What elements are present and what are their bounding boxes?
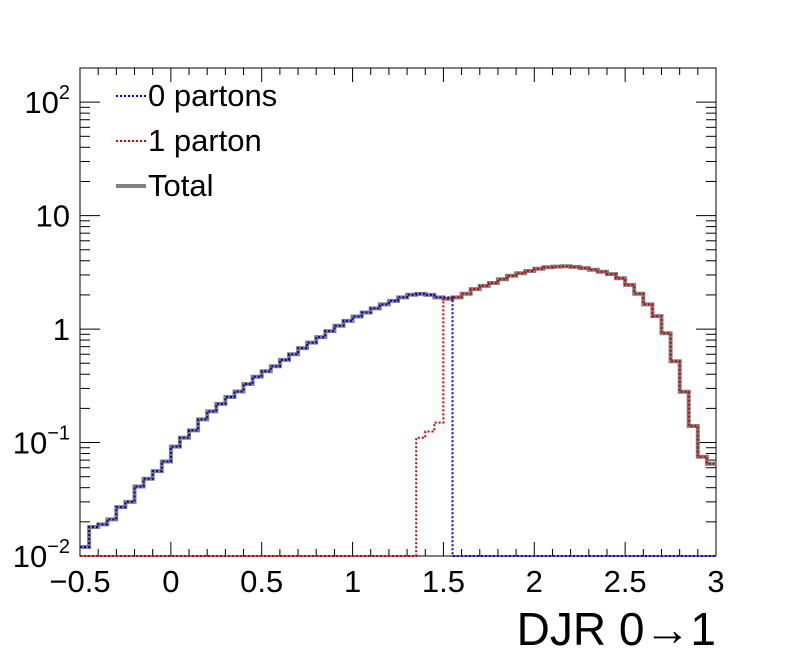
legend-label: 1 parton — [148, 123, 262, 158]
y-tick-label: 1 — [53, 312, 70, 347]
y-tick-label: 10−1 — [13, 423, 70, 461]
legend-label: Total — [148, 168, 213, 203]
x-tick-label: 2 — [526, 564, 543, 599]
x-tick-label: 3 — [707, 564, 724, 599]
series-layer — [80, 264, 716, 557]
series-line-Total — [80, 264, 716, 549]
y-tick-label: 10−2 — [13, 536, 70, 574]
x-tick-label: −0.5 — [49, 564, 110, 599]
tick-labels: −0.5 0 0.5 1 1.5 2 2.5 3 10−2 10−1 1 10 102 — [13, 82, 725, 599]
x-tick-label: 1.5 — [422, 564, 465, 599]
x-tick-label: 0 — [162, 564, 179, 599]
axis-ticks — [79, 67, 717, 557]
x-axis-label: DJR 0→1 — [517, 603, 716, 655]
series-line-1-parton — [80, 265, 716, 557]
x-tick-label: 2.5 — [604, 564, 647, 599]
x-tick-label: 0.5 — [240, 564, 283, 599]
series-line-0-partons — [80, 292, 716, 557]
x-tick-label: 1 — [344, 564, 361, 599]
y-tick-label: 102 — [24, 82, 70, 120]
legend-label: 0 partons — [148, 78, 277, 113]
y-tick-label: 10 — [36, 199, 70, 234]
legend: 0 partons 1 parton Total — [116, 78, 277, 203]
